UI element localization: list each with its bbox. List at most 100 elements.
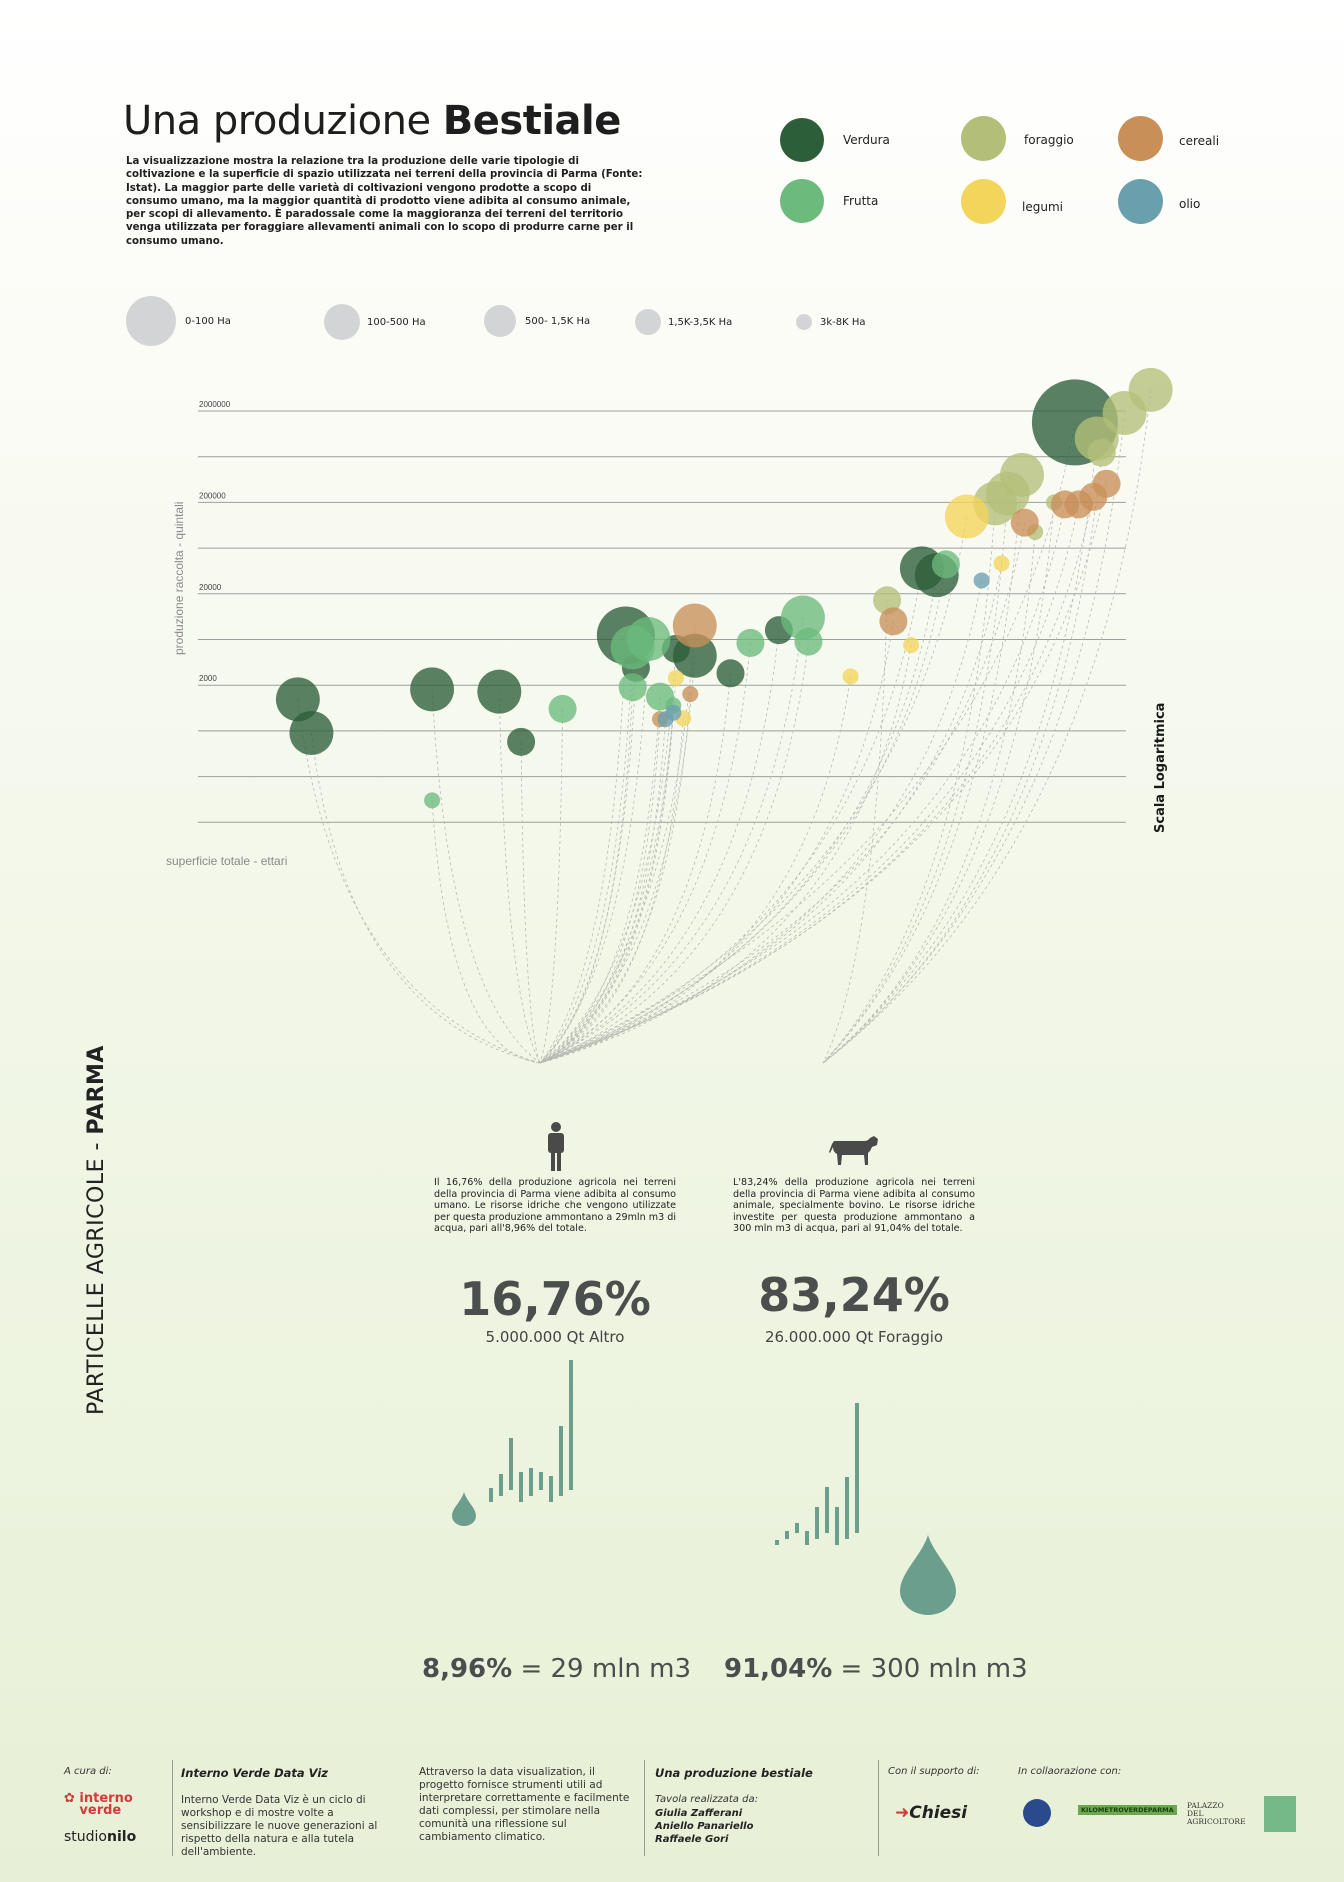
human-percentage: 16,76% xyxy=(459,1272,651,1326)
link-line xyxy=(822,438,1098,1064)
water-bar xyxy=(529,1468,533,1496)
link-line xyxy=(822,600,888,1064)
col3-text: Attraverso la data visualization, il pro… xyxy=(419,1766,630,1843)
link-line xyxy=(539,639,649,1064)
x-axis-title: superficie totale - ettari xyxy=(166,854,288,868)
bubble-frutta xyxy=(794,627,823,656)
link-line xyxy=(539,568,923,1064)
bubble-verdura xyxy=(477,669,522,714)
legend-swatch-verdura xyxy=(780,118,824,162)
bubble-cereali xyxy=(682,686,699,703)
y-tick-label: 2000000 xyxy=(199,400,231,409)
bubble-frutta xyxy=(780,595,825,640)
water-bar xyxy=(795,1523,799,1533)
bubble-verdura xyxy=(716,659,745,688)
link-line xyxy=(822,502,1055,1064)
bubble-chart: 2000000 200000 20000 2000 xyxy=(198,367,1173,1064)
link-line xyxy=(539,667,637,1064)
link-line xyxy=(539,635,627,1064)
link-line xyxy=(822,412,1125,1064)
water-bar xyxy=(785,1531,789,1539)
water-bar xyxy=(805,1531,809,1545)
link-line xyxy=(539,676,851,1064)
human-water-volume: = 29 mln m3 xyxy=(512,1654,692,1684)
green-square-logo-icon xyxy=(1264,1796,1296,1832)
water-bars xyxy=(489,1360,859,1545)
water-bar xyxy=(539,1472,543,1490)
side-title-bold: PARMA xyxy=(84,1045,109,1135)
link-line xyxy=(539,564,947,1064)
studionilo-logo: studionilo xyxy=(64,1829,136,1845)
water-bar xyxy=(845,1477,849,1539)
animal-quantity: 26.000.000 Qt Foraggio xyxy=(764,1328,944,1346)
link-line xyxy=(539,712,674,1064)
legend-swatch-cereali xyxy=(1118,116,1163,161)
link-line xyxy=(822,452,1103,1064)
link-line xyxy=(539,718,684,1064)
human-water-total: 8,96% = 29 mln m3 xyxy=(422,1654,691,1684)
size-label-500-1500: 500- 1,5K Ha xyxy=(525,316,591,327)
water-bar xyxy=(549,1476,553,1502)
water-bar xyxy=(559,1426,563,1496)
link-line xyxy=(539,705,674,1064)
link-line xyxy=(539,642,751,1064)
legend-swatch-frutta xyxy=(780,179,824,223)
page-title: Una produzione Bestiale xyxy=(123,98,621,144)
bubble-verdura xyxy=(275,677,320,722)
water-bar xyxy=(569,1360,573,1490)
link-line xyxy=(520,741,541,1064)
y-axis-title: produzione raccolta - quintali xyxy=(172,501,186,655)
size-swatch-500-1500 xyxy=(484,305,516,337)
link-line xyxy=(539,630,780,1064)
chiesi-logo-text: Chiesi xyxy=(909,1803,968,1823)
link-line xyxy=(539,647,634,1064)
link-line xyxy=(539,580,983,1064)
y-tick-label: 20000 xyxy=(199,583,222,592)
cow-icon xyxy=(829,1136,878,1165)
link-line xyxy=(822,389,1152,1064)
water-bar xyxy=(855,1403,859,1533)
human-quantity: 5.000.000 Qt Altro xyxy=(485,1328,625,1346)
link-line xyxy=(539,696,661,1064)
bubble-cereali xyxy=(1010,508,1039,537)
bubble-olio xyxy=(665,704,682,721)
legend-swatch-foraggio xyxy=(961,116,1006,161)
water-bar xyxy=(489,1488,493,1502)
water-bar xyxy=(825,1487,829,1533)
link-line xyxy=(539,655,696,1064)
intro-text: La visualizzazione mostra la relazione t… xyxy=(126,156,643,247)
link-line xyxy=(539,621,894,1064)
size-label-3k-8k: 3k-8K Ha xyxy=(820,317,866,328)
water-bar xyxy=(499,1474,503,1496)
water-bar xyxy=(775,1540,779,1545)
legend-label-olio: olio xyxy=(1179,197,1201,211)
col2-text: Interno Verde Data Viz è un ciclo di wor… xyxy=(181,1794,378,1858)
author-2: Aniello Panariello xyxy=(655,1821,754,1832)
bubble-legumi xyxy=(903,637,920,654)
small-water-drop-icon xyxy=(452,1492,476,1526)
size-swatch-0-100 xyxy=(126,296,176,346)
bubble-legumi xyxy=(944,494,989,539)
link-line xyxy=(539,719,666,1064)
size-swatch-3k-8k xyxy=(796,314,812,330)
interno-verde-logo-text: interno verde xyxy=(79,1791,133,1818)
col4-title: Una produzione bestiale xyxy=(655,1766,813,1780)
link-lines xyxy=(297,389,1152,1064)
collab-label: In collaorazione con: xyxy=(1018,1766,1122,1777)
animal-percentage: 83,24% xyxy=(758,1268,950,1322)
bubble-frutta xyxy=(548,694,577,723)
animal-paragraph: L'83,24% della produzione agricola nei t… xyxy=(733,1177,975,1235)
y-tick-label: 200000 xyxy=(199,491,226,500)
author-1: Giulia Zafferani xyxy=(655,1808,743,1819)
water-bar xyxy=(509,1438,513,1490)
bubble-foraggio xyxy=(1000,452,1045,497)
legend-label-frutta: Frutta xyxy=(843,194,879,208)
y-tick-label: 2000 xyxy=(199,674,217,683)
link-line xyxy=(539,617,804,1064)
link-line xyxy=(539,504,1066,1064)
bubble-olio xyxy=(973,572,990,589)
bubble-frutta xyxy=(626,617,671,662)
link-line xyxy=(539,708,563,1064)
link-line xyxy=(431,689,541,1064)
footer-divider-3 xyxy=(878,1760,879,1856)
